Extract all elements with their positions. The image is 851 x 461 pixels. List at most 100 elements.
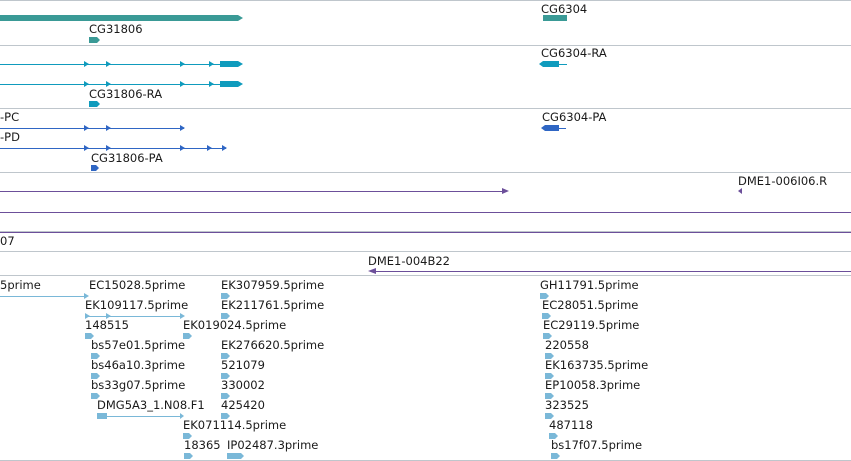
est-arrow	[241, 453, 244, 459]
est-label[interactable]: EK211761.5prime	[221, 298, 325, 312]
transcript-exon[interactable]	[220, 81, 238, 87]
est-arrow	[551, 413, 554, 419]
est-label[interactable]: GH11791.5prime	[540, 278, 639, 292]
est-feature[interactable]	[184, 453, 190, 459]
est-feature[interactable]	[545, 353, 551, 359]
est-label[interactable]: 18365	[184, 438, 221, 452]
est-feature[interactable]	[97, 413, 107, 419]
est-label[interactable]: EK071114.5prime	[183, 418, 287, 432]
transcript-intron-line	[0, 84, 226, 85]
est-label[interactable]: bs17f07.5prime	[551, 438, 643, 452]
clone-line[interactable]	[376, 271, 851, 272]
transcript-exon[interactable]	[220, 61, 238, 67]
est-label[interactable]: bs57e01.5prime	[91, 338, 186, 352]
est-label[interactable]: EP10058.3prime	[545, 378, 641, 392]
est-feature[interactable]	[221, 413, 227, 419]
clone-line[interactable]	[0, 212, 851, 213]
est-label[interactable]: EC15028.5prime	[89, 278, 186, 292]
transcript-label-cg31806-pa[interactable]: CG31806-PA	[91, 151, 163, 165]
gene-feature-small[interactable]	[89, 37, 97, 43]
est-arrow	[227, 353, 230, 359]
est-arrow	[189, 433, 192, 439]
est-arrow	[190, 453, 193, 459]
est-feature[interactable]	[227, 453, 241, 459]
est-feature[interactable]	[91, 353, 97, 359]
est-label[interactable]: EK109117.5prime	[85, 298, 189, 312]
gene-feature-cg6304[interactable]	[543, 15, 567, 21]
est-feature[interactable]	[545, 393, 551, 399]
gene-label-cg6304[interactable]: CG6304	[541, 2, 588, 16]
est-label[interactable]: 220558	[545, 338, 589, 352]
transcript-label-cg6304-pa[interactable]: CG6304-PA	[542, 110, 607, 124]
est-label[interactable]: DMG5A3_1.N08.F1	[97, 398, 205, 412]
est-label[interactable]: EK307959.5prime	[221, 278, 325, 292]
est-feature[interactable]	[91, 393, 97, 399]
transcript-exon-cg6304[interactable]	[543, 61, 559, 67]
est-feature[interactable]	[91, 373, 97, 379]
est-label[interactable]: bs46a10.3prime	[91, 358, 186, 372]
est-label[interactable]: 5prime	[0, 278, 41, 292]
est-feature[interactable]	[85, 333, 91, 339]
est-feature[interactable]	[183, 333, 189, 339]
est-label[interactable]: EK163735.5prime	[545, 358, 649, 372]
transcript-exon-small[interactable]	[91, 165, 96, 171]
est-label[interactable]: bs33g07.5prime	[91, 378, 186, 392]
gene-feature-cg31806[interactable]	[0, 15, 238, 21]
clone-line[interactable]	[0, 232, 851, 233]
transcript-label-pd[interactable]: -PD	[0, 130, 20, 144]
est-feature[interactable]	[221, 353, 227, 359]
est-arrow	[227, 293, 230, 299]
est-feature[interactable]	[545, 373, 551, 379]
est-label[interactable]: 323525	[545, 398, 589, 412]
transcript-label-pc[interactable]: -PC	[0, 110, 20, 124]
est-feature[interactable]	[540, 293, 546, 299]
est-label[interactable]: 330002	[221, 378, 265, 392]
clone-label-07[interactable]: 07	[0, 234, 15, 248]
est-feature[interactable]	[551, 453, 557, 459]
transcript-label-cg6304-ra[interactable]: CG6304-RA	[541, 46, 607, 60]
est-label[interactable]: EC29119.5prime	[543, 318, 640, 332]
transcript-intron-line	[559, 64, 567, 65]
transcript-label-cg31806-ra[interactable]: CG31806-RA	[89, 87, 163, 101]
est-label[interactable]: 487118	[549, 418, 593, 432]
clone-label-dme1-006i06-r[interactable]: DME1-006I06.R	[738, 174, 828, 188]
clone-label-dme1-004b22[interactable]: DME1-004B22	[368, 254, 450, 268]
est-feature[interactable]	[221, 293, 227, 299]
exon-marker	[96, 165, 99, 171]
transcript-intron-line	[0, 148, 226, 149]
transcript-exon-small[interactable]	[89, 101, 97, 107]
est-label[interactable]: 521079	[221, 358, 265, 372]
exon-marker	[209, 81, 214, 87]
est-arrow	[97, 353, 100, 359]
est-label[interactable]: EK019024.5prime	[183, 318, 287, 332]
est-label[interactable]: 425420	[221, 398, 265, 412]
est-feature[interactable]	[549, 433, 555, 439]
est-label[interactable]: EC28051.5prime	[542, 298, 639, 312]
est-feature[interactable]	[183, 433, 189, 439]
transcript-intron-line	[559, 128, 566, 129]
est-arrow	[227, 373, 230, 379]
est-feature[interactable]	[545, 413, 551, 419]
est-arrow	[97, 393, 100, 399]
clone-line[interactable]	[0, 191, 503, 192]
est-feature[interactable]	[221, 313, 227, 319]
est-feature[interactable]	[221, 393, 227, 399]
exon-marker	[238, 81, 243, 87]
transcript-exon-cg6304[interactable]	[545, 125, 559, 131]
est-feature[interactable]	[542, 313, 548, 319]
est-arrow	[555, 433, 558, 439]
est-label[interactable]: IP02487.3prime	[227, 438, 319, 452]
exon-marker-reverse	[539, 61, 543, 67]
exon-marker	[180, 145, 185, 151]
clone-end-arrow	[502, 188, 509, 194]
est-feature[interactable]	[543, 333, 549, 339]
track-separator	[0, 172, 851, 173]
est-feature[interactable]	[221, 373, 227, 379]
exon-marker	[209, 61, 214, 67]
exon-marker-reverse	[541, 125, 545, 131]
gene-label-cg31806[interactable]: CG31806	[89, 22, 143, 36]
est-arrow	[189, 333, 192, 339]
est-label[interactable]: EK276620.5prime	[221, 338, 325, 352]
est-label[interactable]: 148515	[85, 318, 129, 332]
